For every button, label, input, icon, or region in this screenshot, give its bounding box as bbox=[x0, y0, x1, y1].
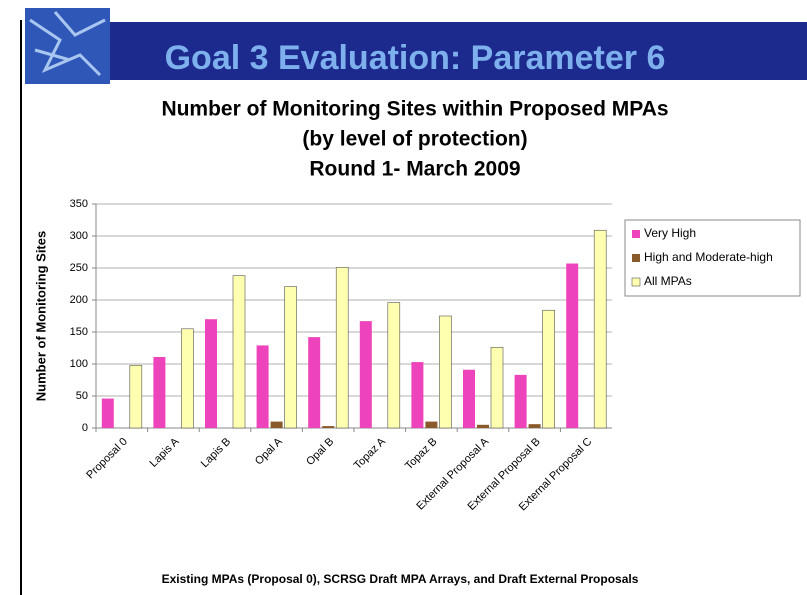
bar bbox=[566, 263, 579, 428]
bar bbox=[528, 424, 541, 428]
legend-swatch bbox=[631, 277, 641, 287]
footer-text: Existing MPAs (Proposal 0), SCRSG Draft … bbox=[162, 572, 639, 586]
bar bbox=[153, 356, 166, 428]
legend-label: Very High bbox=[644, 226, 696, 240]
bar bbox=[335, 267, 349, 429]
bar bbox=[490, 347, 504, 429]
bar bbox=[129, 364, 143, 429]
y-tick-label: 0 bbox=[82, 422, 88, 434]
bar bbox=[439, 315, 452, 429]
bar bbox=[387, 302, 401, 429]
legend-label: All MPAs bbox=[644, 274, 692, 288]
bar bbox=[322, 426, 335, 428]
bar bbox=[463, 369, 475, 428]
y-tick-label: 100 bbox=[70, 358, 88, 370]
bar bbox=[284, 286, 297, 429]
header-band bbox=[25, 22, 807, 80]
bar bbox=[101, 398, 114, 428]
y-tick-label: 50 bbox=[76, 390, 88, 402]
bar bbox=[593, 229, 607, 429]
bar bbox=[425, 421, 438, 428]
bar bbox=[232, 275, 246, 429]
chart-title: Number of Monitoring Sites within Propos… bbox=[161, 98, 668, 121]
y-tick-label: 250 bbox=[70, 262, 88, 274]
bar bbox=[205, 319, 217, 428]
bar bbox=[256, 345, 269, 428]
chart-title: (by level of protection) bbox=[302, 128, 527, 151]
y-tick-label: 300 bbox=[70, 230, 88, 242]
bar bbox=[270, 421, 283, 428]
y-tick-label: 150 bbox=[70, 326, 88, 338]
bar bbox=[542, 309, 555, 429]
bar bbox=[477, 424, 489, 428]
slide-title: Goal 3 Evaluation: Parameter 6 bbox=[165, 39, 666, 77]
chart-title: Round 1- March 2009 bbox=[309, 158, 520, 181]
bar bbox=[359, 321, 372, 428]
header-image-texture bbox=[29, 11, 106, 77]
legend-box bbox=[624, 219, 801, 297]
bar bbox=[514, 374, 527, 428]
bar bbox=[411, 362, 424, 428]
y-axis-title: Number of Monitoring Sites bbox=[33, 231, 48, 401]
legend-label: High and Moderate-high bbox=[644, 250, 773, 264]
y-tick-label: 200 bbox=[70, 294, 88, 306]
bar bbox=[181, 328, 194, 429]
legend-swatch bbox=[632, 230, 640, 238]
legend-swatch bbox=[632, 254, 640, 262]
y-tick-label: 350 bbox=[70, 198, 88, 210]
bar bbox=[308, 337, 321, 428]
